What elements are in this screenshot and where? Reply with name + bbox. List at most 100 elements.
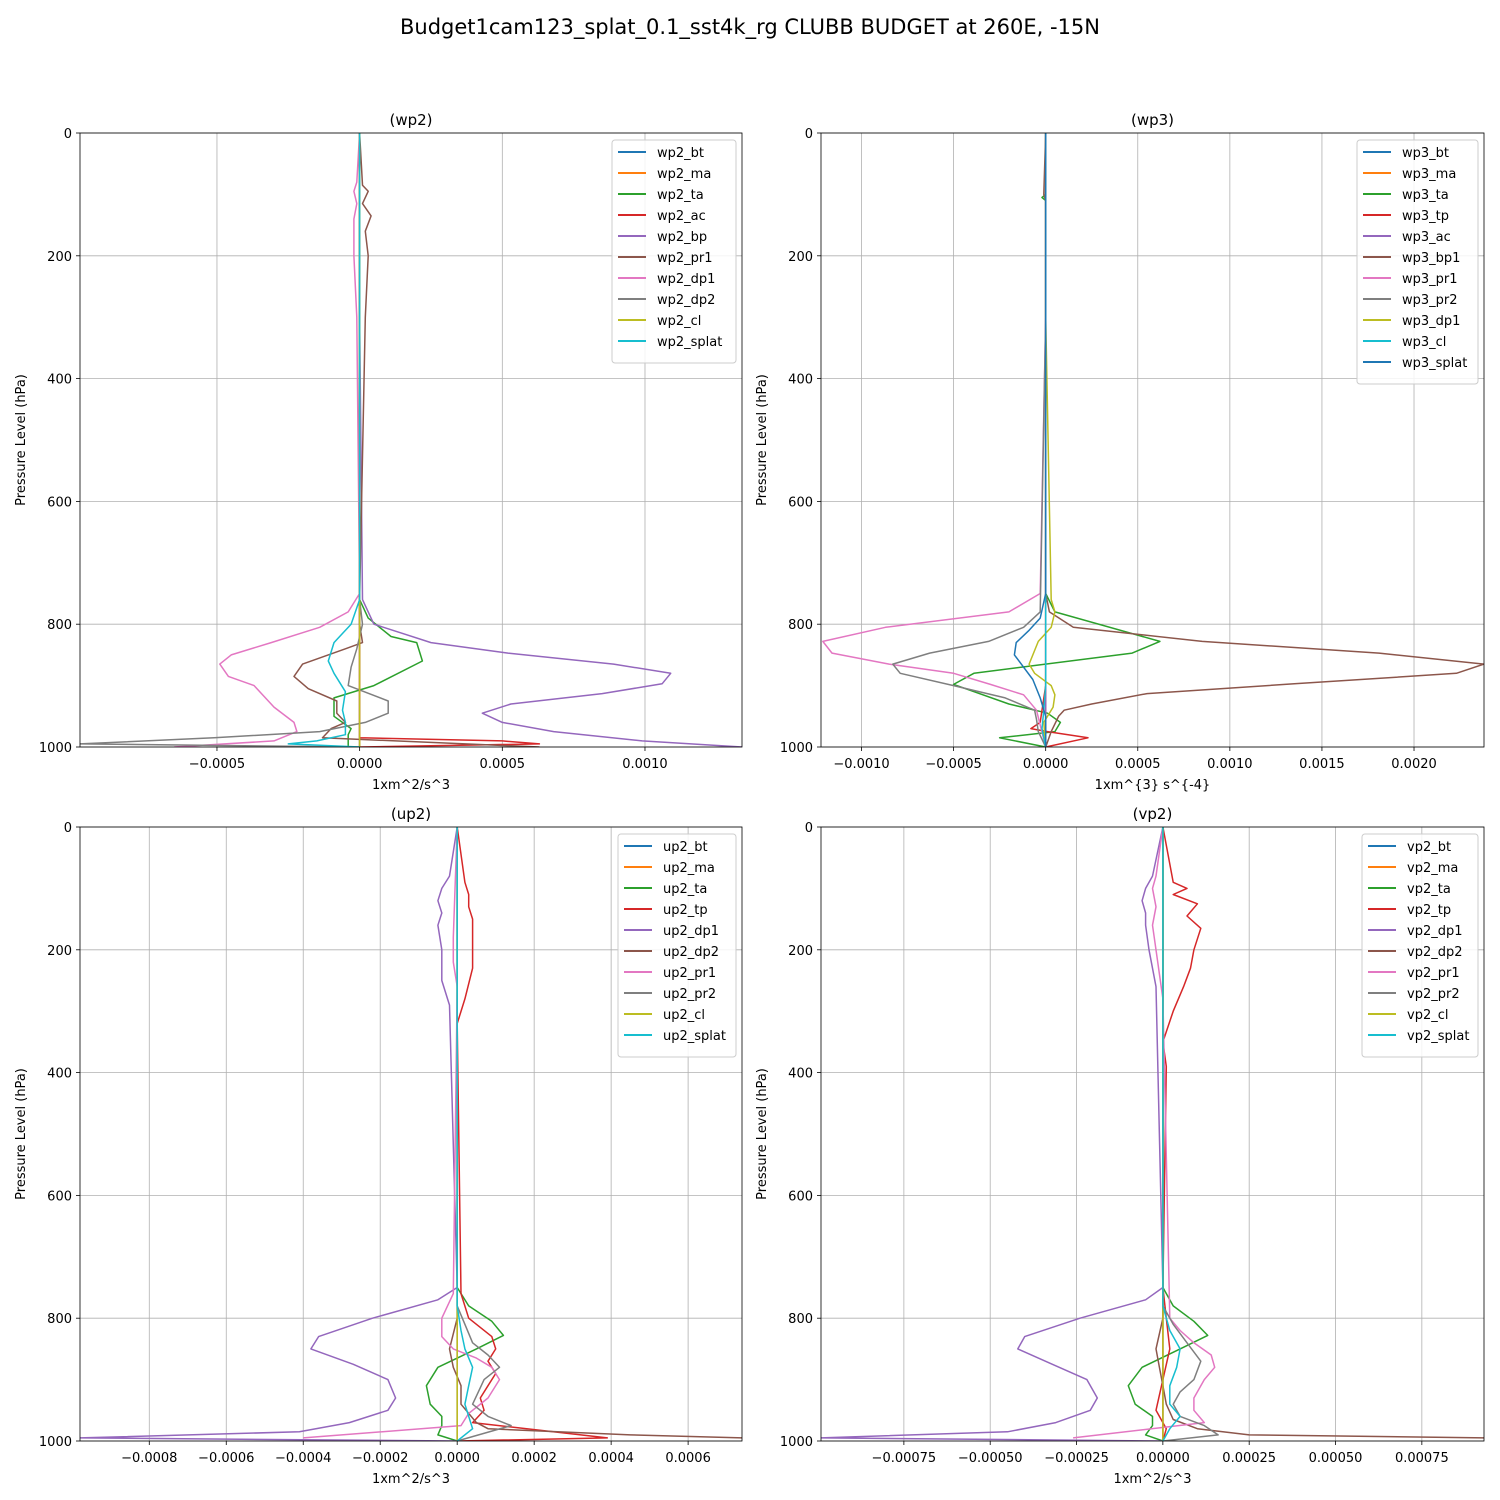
y-tick-label: 200 — [788, 250, 813, 265]
plot-frame — [820, 826, 1485, 1442]
x-tick-label: −0.0010 — [833, 757, 889, 772]
series-line-wp2_splat — [287, 133, 361, 747]
series-line-wp3_ta — [952, 133, 1161, 747]
legend-label: up2_pr2 — [663, 987, 716, 1002]
x-axis-label: 1xm^2/s^3 — [372, 1472, 450, 1487]
x-tick-label: −0.0005 — [189, 757, 245, 772]
y-tick-label: 0 — [64, 127, 72, 142]
legend-label: wp2_pr1 — [657, 251, 713, 266]
series-line-wp3_tp — [1030, 133, 1089, 747]
y-tick-label: 800 — [788, 1312, 813, 1327]
y-tick-label: 600 — [47, 495, 72, 510]
series-line-wp3_dp1 — [1028, 133, 1056, 747]
series-line-wp3_pr2 — [892, 133, 1047, 747]
chart-up2: −0.0008 −0.0006 −0.0004 −0.0002 0.0000 0.0002… — [14, 805, 743, 1487]
x-tick-label: 0.00050 — [1309, 1451, 1363, 1466]
legend-label: wp2_splat — [657, 335, 722, 350]
legend-label: wp3_splat — [1402, 356, 1467, 371]
legend-box — [1361, 833, 1479, 1058]
legend-label: wp3_ma — [1402, 167, 1456, 182]
y-tick-label: 0 — [805, 821, 813, 836]
legend-label: wp2_bp — [657, 230, 707, 245]
series-line-up2_dp2 — [448, 827, 742, 1439]
legend-label: vp2_dp1 — [1407, 924, 1463, 939]
x-tick-label: 0.0005 — [1115, 757, 1161, 772]
series-line-vp2_dp1 — [821, 827, 1164, 1441]
legend-label: wp3_ta — [1402, 188, 1449, 203]
x-tick-label: 0.0000 — [1023, 757, 1069, 772]
y-axis-label: Pressure Level (hPa) — [755, 1068, 770, 1200]
legend-label: vp2_dp2 — [1407, 945, 1463, 960]
y-tick-label: 600 — [47, 1189, 72, 1204]
x-tick-label: −0.00050 — [958, 1451, 1023, 1466]
legend-label: vp2_cl — [1407, 1008, 1448, 1023]
y-tick-label: 200 — [47, 944, 72, 959]
legend-label: wp3_pr2 — [1402, 293, 1458, 308]
legend-label: up2_ta — [663, 882, 707, 897]
series-group — [80, 133, 742, 747]
legend-label: wp2_dp1 — [657, 272, 715, 287]
legend-label: wp2_ta — [657, 188, 704, 203]
plot-frame — [820, 132, 1485, 748]
series-line-vp2_pr1 — [1073, 827, 1216, 1439]
y-tick-label: 600 — [788, 1189, 813, 1204]
legend-label: wp2_ma — [657, 167, 711, 182]
series-line-up2_splat — [456, 827, 474, 1441]
legend-label: vp2_splat — [1407, 1029, 1469, 1044]
legend-label: wp3_bp1 — [1402, 251, 1460, 266]
x-tick-label: 0.0020 — [1391, 757, 1437, 772]
x-axis-label: 1xm^{3} s^{-4} — [1095, 778, 1211, 793]
y-tick-label: 1000 — [39, 741, 72, 756]
legend-label: wp3_pr1 — [1402, 272, 1458, 287]
x-axis-label: 1xm^2/s^3 — [1113, 1472, 1191, 1487]
legend-box — [1356, 139, 1479, 385]
series-line-vp2_ta — [1127, 827, 1209, 1441]
legend-label: up2_bt — [663, 840, 708, 855]
x-tick-label: 0.0002 — [511, 1451, 557, 1466]
series-line-up2_pr1 — [303, 827, 501, 1439]
legend-label: vp2_pr2 — [1407, 987, 1460, 1002]
chart-wp2: −0.0005 0.0000 0.0005 0.0010 0 200 400 600 800 10… — [14, 111, 743, 793]
legend-label: wp3_bt — [1402, 146, 1449, 161]
chart-title: (wp2) — [389, 111, 432, 129]
y-tick-label: 200 — [47, 250, 72, 265]
series-line-wp2_pr1 — [293, 133, 540, 747]
series-line-vp2_splat — [1162, 827, 1181, 1441]
plot-frame — [79, 826, 743, 1442]
x-tick-label: 0.0010 — [1207, 757, 1253, 772]
x-tick-label: −0.0004 — [275, 1451, 331, 1466]
x-tick-label: −0.0005 — [925, 757, 981, 772]
chart-title: (wp3) — [1131, 111, 1174, 129]
plot-frame — [79, 132, 743, 748]
y-tick-label: 0 — [64, 821, 72, 836]
y-tick-label: 1000 — [39, 1435, 72, 1450]
x-tick-label: 0.0010 — [622, 757, 668, 772]
legend-label: up2_splat — [663, 1029, 726, 1044]
y-tick-label: 1000 — [780, 741, 813, 756]
x-tick-label: 0.0015 — [1299, 757, 1345, 772]
legend-label: wp3_cl — [1402, 335, 1446, 350]
chart-vp2: −0.00075 −0.00050 −0.00025 0.00000 0.00025 0.… — [755, 805, 1485, 1487]
series-group — [80, 827, 742, 1441]
series-line-wp2_ac — [358, 133, 541, 747]
y-tick-label: 400 — [47, 1067, 72, 1082]
series-line-up2_tp — [456, 827, 609, 1441]
series-line-up2_dp1 — [80, 827, 458, 1441]
legend-label: vp2_ta — [1407, 882, 1451, 897]
y-tick-label: 400 — [788, 373, 813, 388]
chart-title: (up2) — [391, 805, 431, 823]
x-tick-label: 0.00075 — [1395, 1451, 1449, 1466]
y-axis-label: Pressure Level (hPa) — [755, 374, 770, 506]
series-line-wp3_splat — [1013, 133, 1047, 747]
legend-label: up2_pr1 — [663, 966, 716, 981]
x-tick-label: 0.00000 — [1136, 1451, 1190, 1466]
series-line-wp2_bp — [358, 133, 742, 747]
x-tick-label: −0.0006 — [198, 1451, 254, 1466]
y-tick-label: 400 — [47, 373, 72, 388]
legend-label: vp2_pr1 — [1407, 966, 1460, 981]
series-line-wp3_pr1 — [822, 133, 1047, 747]
series-line-wp2_dp1 — [174, 133, 361, 747]
legend-label: vp2_ma — [1407, 861, 1458, 876]
y-tick-label: 800 — [47, 1312, 72, 1327]
series-group — [822, 133, 1484, 747]
